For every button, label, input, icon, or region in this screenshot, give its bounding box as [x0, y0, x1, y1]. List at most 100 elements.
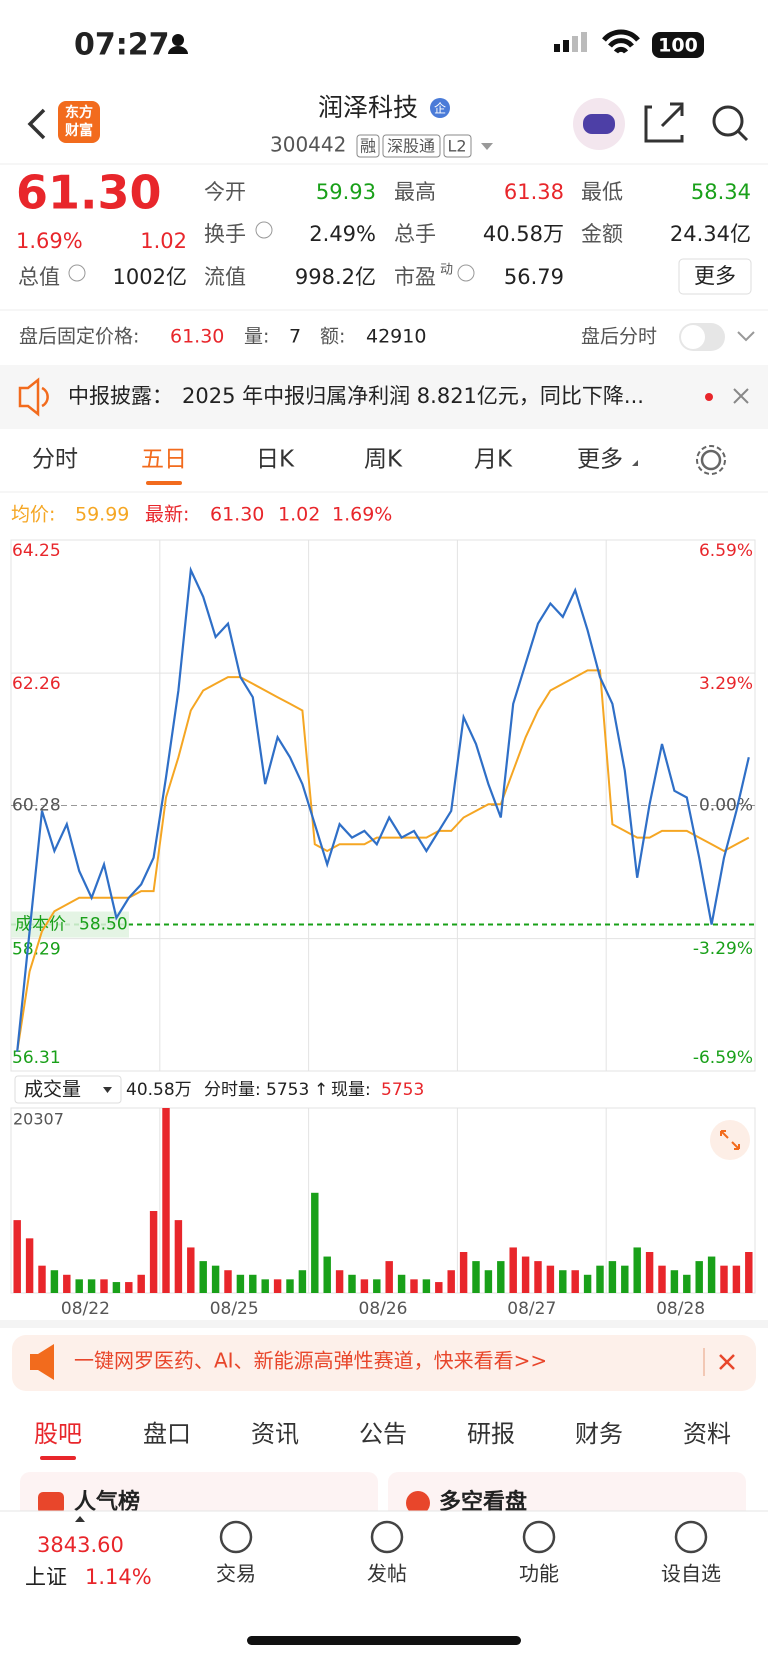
tab[interactable]: 研报 — [467, 1420, 515, 1448]
info-icon[interactable] — [457, 264, 475, 282]
share-icon[interactable] — [644, 102, 684, 143]
field-label: 换手 — [204, 222, 246, 246]
y-tick-label: 60.28 — [12, 796, 61, 816]
volume-bar — [25, 1238, 34, 1293]
volume-bar — [38, 1265, 46, 1293]
logo-text: 财富 — [64, 122, 93, 139]
volume-bar — [187, 1247, 195, 1293]
x-tick-label: 08/25 — [210, 1299, 259, 1319]
battery-level: 100 — [658, 35, 698, 57]
expand-icon[interactable] — [737, 331, 755, 342]
nav-label: 发帖 — [367, 1562, 407, 1586]
settings-icon[interactable] — [700, 449, 722, 471]
tab[interactable]: 周K — [364, 447, 403, 473]
notice-label: 中报披露： — [68, 384, 173, 408]
volume-bar — [298, 1270, 307, 1293]
y2-tick-label: -3.29% — [693, 939, 753, 959]
search-icon[interactable] — [712, 105, 744, 137]
volume-bar — [162, 1108, 170, 1293]
tag: L2 — [447, 137, 466, 156]
volume-bar — [521, 1256, 530, 1293]
volume-bar — [112, 1282, 121, 1293]
megaphone-icon — [30, 1344, 54, 1380]
promo-banner[interactable] — [12, 1335, 756, 1391]
volume-bar — [583, 1274, 592, 1293]
tab[interactable]: 日K — [256, 447, 295, 473]
y-tick-label: 62.26 — [12, 674, 61, 694]
after-vol: 7 — [289, 326, 301, 348]
index-value[interactable]: 3843.60 — [37, 1533, 124, 1557]
volume-bar — [311, 1192, 319, 1293]
volume-bar — [571, 1270, 579, 1293]
fullscreen-button[interactable] — [710, 1120, 750, 1160]
quote-fields: 今开 59.93 最高 61.38 最低 58.34 换手 2.49% 总手 4… — [18, 180, 751, 289]
tab[interactable]: 股吧 — [34, 1420, 82, 1448]
tag: 融 — [360, 137, 376, 156]
volume-value: 5753 — [266, 1080, 309, 1100]
divider — [0, 1320, 768, 1328]
volume-selector[interactable] — [14, 1075, 122, 1104]
volume-bar — [621, 1265, 629, 1293]
info-icon[interactable] — [68, 264, 86, 282]
volume-bar — [63, 1274, 71, 1293]
volume-bar — [261, 1279, 269, 1293]
volume-bar — [484, 1270, 493, 1293]
back-button[interactable] — [27, 108, 46, 140]
volume-bar — [348, 1274, 356, 1293]
price-chart: 56.3158.2960.2862.2664.25-6.59%-3.29%0.0… — [10, 539, 756, 1072]
change-pct: 1.69% — [16, 229, 83, 253]
tab[interactable]: 资讯 — [251, 1420, 299, 1448]
volume-bar — [100, 1279, 108, 1293]
nav-icon[interactable] — [219, 1520, 253, 1554]
avg-line — [16, 669, 750, 1052]
chart-tabs: 分时 五日 日K 周K 月K 更多 — [32, 447, 623, 485]
field-label: 流值 — [204, 265, 246, 289]
volume-bar — [509, 1247, 517, 1293]
field-label: 金额 — [581, 222, 623, 246]
tab-underline — [146, 481, 182, 485]
close-icon[interactable] — [733, 388, 749, 404]
search-icon — [736, 129, 749, 142]
volume-bar — [149, 1211, 158, 1293]
volume-bar — [695, 1261, 703, 1293]
index-name: 上证 — [25, 1565, 67, 1589]
nav-icon[interactable] — [370, 1520, 404, 1554]
last-pct: 1.69% — [332, 504, 392, 526]
after-label: 盘后固定价格: — [19, 326, 139, 348]
dropdown-icon[interactable] — [481, 143, 493, 150]
notice-bar[interactable] — [0, 365, 768, 429]
tab[interactable]: 分时 — [32, 447, 78, 473]
tab[interactable]: 五日 — [141, 447, 187, 473]
tab[interactable]: 财务 — [575, 1420, 623, 1448]
field-label: 市盈 — [394, 265, 436, 289]
nav-icon[interactable] — [522, 1520, 556, 1554]
signal-icon — [554, 32, 587, 52]
info-icon[interactable] — [255, 221, 273, 239]
tab[interactable]: 月K — [474, 447, 513, 473]
field-label: 最低 — [581, 180, 623, 204]
y2-tick-label: 6.59% — [699, 541, 753, 561]
volume-bar — [732, 1265, 741, 1293]
volume-bar — [596, 1265, 604, 1293]
y2-tick-label: -6.59% — [693, 1048, 753, 1068]
tag: 深股通 — [387, 137, 435, 156]
more-button[interactable] — [678, 258, 752, 295]
volume-bar — [199, 1261, 207, 1293]
after-price: 61.30 — [170, 326, 224, 348]
index-arrow — [75, 1516, 85, 1522]
volume-bar — [249, 1274, 257, 1293]
tab[interactable]: 公告 — [359, 1420, 407, 1448]
volume-bar — [459, 1252, 468, 1293]
nav-icon[interactable] — [674, 1520, 708, 1554]
tab[interactable]: 资料 — [683, 1420, 731, 1448]
tab[interactable]: 更多 — [577, 447, 623, 473]
field-label: 最高 — [394, 180, 436, 204]
volume-chart: 20307 08/22 08/25 08/26 08/27 08/28 — [10, 1107, 756, 1319]
volume-bar — [608, 1261, 617, 1293]
volume-bar — [323, 1256, 331, 1293]
close-icon[interactable] — [719, 1354, 735, 1370]
tab[interactable]: 盘口 — [143, 1420, 191, 1448]
volume-bar — [211, 1265, 220, 1293]
volume-bar — [174, 1220, 183, 1293]
logo — [58, 101, 100, 143]
